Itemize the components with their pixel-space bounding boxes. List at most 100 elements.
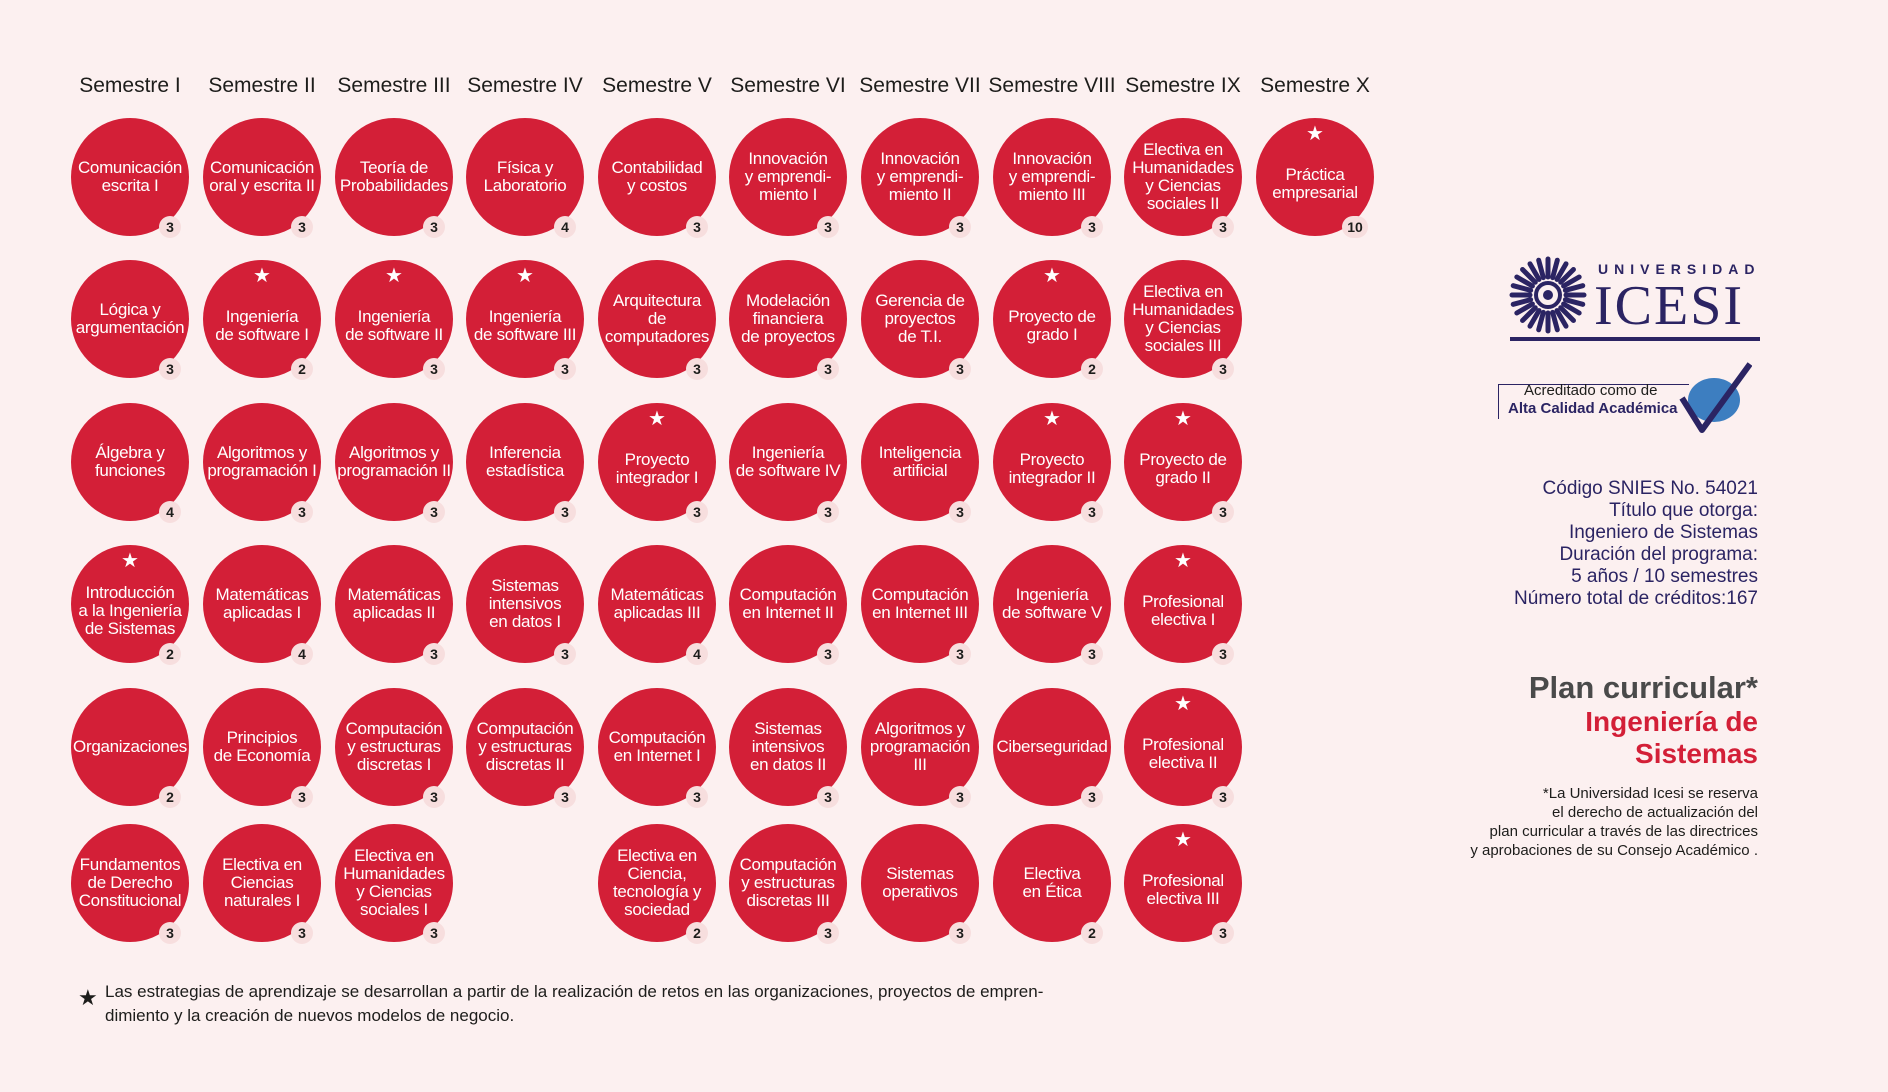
credit-badge: 4 bbox=[686, 643, 708, 665]
course-circle[interactable]: ★ Profesional electiva I 3 bbox=[1124, 545, 1242, 665]
credit-badge: 3 bbox=[817, 922, 839, 944]
course-circle[interactable]: ★ Práctica empresarial 10 bbox=[1256, 118, 1374, 238]
course-circle[interactable]: Electiva en Ciencia, tecnología y socied… bbox=[598, 824, 716, 944]
star-icon: ★ bbox=[78, 985, 98, 1010]
course-circle[interactable]: ★ Profesional electiva II 3 bbox=[1124, 688, 1242, 808]
course-circle[interactable]: Algoritmos y programación I 3 bbox=[203, 403, 321, 523]
course-circle[interactable]: ★ Ingeniería de software I 2 bbox=[203, 260, 321, 380]
course-circle[interactable]: Computación y estructuras discretas II 3 bbox=[466, 688, 584, 808]
course-circle[interactable]: Comunicación oral y escrita II 3 bbox=[203, 118, 321, 238]
course-name: Principios de Economía bbox=[213, 728, 311, 765]
checkmark-icon bbox=[1679, 362, 1752, 433]
course-circle[interactable]: Inteligencia artificial 3 bbox=[861, 403, 979, 523]
credit-badge: 3 bbox=[159, 358, 181, 380]
credit-badge: 3 bbox=[291, 501, 313, 523]
course-circle[interactable]: ★ Proyecto de grado I 2 bbox=[993, 260, 1111, 380]
course-circle[interactable]: Sistemas intensivos en datos II 3 bbox=[729, 688, 847, 808]
credit-badge: 3 bbox=[423, 786, 445, 808]
logo-emblem-icon bbox=[1509, 256, 1587, 334]
program-info: Código SNIES No. 54021 Título que otorga… bbox=[1514, 478, 1758, 610]
semester-header: Semestre IV bbox=[467, 74, 583, 97]
course-circle[interactable]: Arquitectura de computadores 3 bbox=[598, 260, 716, 380]
course-name: Computación y estructuras discretas III bbox=[739, 855, 837, 910]
credit-badge: 2 bbox=[1081, 922, 1103, 944]
credit-badge: 3 bbox=[817, 786, 839, 808]
course-name: Modelación financiera de proyectos bbox=[741, 291, 835, 346]
course-circle[interactable]: Computación en Internet III 3 bbox=[861, 545, 979, 665]
course-circle[interactable]: Computación y estructuras discretas III 3 bbox=[729, 824, 847, 944]
course-name: Algoritmos y programación III bbox=[869, 719, 971, 774]
course-name: Matemáticas aplicadas I bbox=[215, 585, 309, 622]
course-circle[interactable]: ★ Proyecto integrador II 3 bbox=[993, 403, 1111, 523]
course-circle[interactable]: Computación en Internet II 3 bbox=[729, 545, 847, 665]
credit-badge: 3 bbox=[1081, 786, 1103, 808]
course-circle[interactable]: ★ Introducción a la Ingeniería de Sistema… bbox=[71, 545, 189, 665]
course-circle[interactable]: Teoría de Probabilidades 3 bbox=[335, 118, 453, 238]
course-circle[interactable]: Álgebra y funciones 4 bbox=[71, 403, 189, 523]
course-name: Ingeniería de software V bbox=[1001, 585, 1103, 622]
course-circle[interactable]: Ingeniería de software IV 3 bbox=[729, 403, 847, 523]
course-circle[interactable]: Algoritmos y programación II 3 bbox=[335, 403, 453, 523]
credit-badge: 3 bbox=[1081, 501, 1103, 523]
semester-header: Semestre VIII bbox=[988, 74, 1116, 97]
course-circle[interactable]: Comunicación escrita I 3 bbox=[71, 118, 189, 238]
course-circle[interactable]: Ciberseguridad 3 bbox=[993, 688, 1111, 808]
course-circle[interactable]: Computación y estructuras discretas I 3 bbox=[335, 688, 453, 808]
credit-badge: 4 bbox=[291, 643, 313, 665]
course-circle[interactable]: ★ Profesional electiva III 3 bbox=[1124, 824, 1242, 944]
credit-badge: 2 bbox=[291, 358, 313, 380]
course-name: Ingeniería de software IV bbox=[735, 443, 841, 480]
course-circle[interactable]: Ingeniería de software V 3 bbox=[993, 545, 1111, 665]
course-name: Computación y estructuras discretas II bbox=[476, 719, 574, 774]
course-circle[interactable]: Lógica y argumentación 3 bbox=[71, 260, 189, 380]
course-circle[interactable]: Matemáticas aplicadas III 4 bbox=[598, 545, 716, 665]
credit-badge: 3 bbox=[423, 501, 445, 523]
course-circle[interactable]: Computación en Internet I 3 bbox=[598, 688, 716, 808]
credit-badge: 3 bbox=[1212, 643, 1234, 665]
course-circle[interactable]: Sistemas intensivos en datos I 3 bbox=[466, 545, 584, 665]
course-circle[interactable]: Electiva en Ética 2 bbox=[993, 824, 1111, 944]
course-name: Computación en Internet I bbox=[608, 728, 706, 765]
course-circle[interactable]: Sistemas operativos 3 bbox=[861, 824, 979, 944]
course-name: Proyecto de grado I bbox=[1008, 307, 1096, 344]
course-circle[interactable]: Gerencia de proyectos de T.I. 3 bbox=[861, 260, 979, 380]
course-circle[interactable]: Principios de Economía 3 bbox=[203, 688, 321, 808]
course-circle[interactable]: Innovación y emprendi- miento II 3 bbox=[861, 118, 979, 238]
credit-badge: 3 bbox=[949, 786, 971, 808]
course-circle[interactable]: Algoritmos y programación III 3 bbox=[861, 688, 979, 808]
credit-badge: 3 bbox=[817, 216, 839, 238]
star-icon: ★ bbox=[1174, 550, 1192, 572]
footnote: Las estrategias de aprendizaje se desarr… bbox=[105, 982, 1044, 1025]
course-circle[interactable]: Contabilidad y costos 3 bbox=[598, 118, 716, 238]
credit-badge: 3 bbox=[949, 922, 971, 944]
course-circle[interactable]: ★ Proyecto integrador I 3 bbox=[598, 403, 716, 523]
course-name: Profesional electiva I bbox=[1142, 592, 1224, 629]
course-circle[interactable]: ★ Proyecto de grado II 3 bbox=[1124, 403, 1242, 523]
course-circle[interactable]: Electiva en Humanidades y Ciencias socia… bbox=[335, 824, 453, 944]
credit-badge: 3 bbox=[291, 922, 313, 944]
course-circle[interactable]: Fundamentos de Derecho Constitucional 3 bbox=[71, 824, 189, 944]
star-icon: ★ bbox=[516, 265, 534, 287]
credit-badge: 3 bbox=[159, 922, 181, 944]
star-icon: ★ bbox=[1043, 408, 1061, 430]
course-name: Electiva en Ética bbox=[1022, 864, 1082, 901]
course-circle[interactable]: Organizaciones 2 bbox=[71, 688, 189, 808]
course-name: Sistemas intensivos en datos I bbox=[488, 576, 562, 631]
course-circle[interactable]: Electiva en Humanidades y Ciencias socia… bbox=[1124, 260, 1242, 380]
course-name: Innovación y emprendi- miento III bbox=[1008, 149, 1096, 204]
course-circle[interactable]: Electiva en Ciencias naturales I 3 bbox=[203, 824, 321, 944]
credit-badge: 3 bbox=[554, 358, 576, 380]
course-circle[interactable]: Innovación y emprendi- miento III 3 bbox=[993, 118, 1111, 238]
course-circle[interactable]: Matemáticas aplicadas I 4 bbox=[203, 545, 321, 665]
course-circle[interactable]: Física y Laboratorio 4 bbox=[466, 118, 584, 238]
course-circle[interactable]: Modelación financiera de proyectos 3 bbox=[729, 260, 847, 380]
logo-main-word: ICESI bbox=[1594, 275, 1744, 337]
credit-badge: 3 bbox=[291, 786, 313, 808]
course-circle[interactable]: ★ Ingeniería de software II 3 bbox=[335, 260, 453, 380]
course-circle[interactable]: Inferencia estadística 3 bbox=[466, 403, 584, 523]
course-circle[interactable]: Innovación y emprendi- miento I 3 bbox=[729, 118, 847, 238]
course-name: Sistemas operativos bbox=[882, 864, 958, 901]
course-circle[interactable]: ★ Ingeniería de software III 3 bbox=[466, 260, 584, 380]
course-circle[interactable]: Matemáticas aplicadas II 3 bbox=[335, 545, 453, 665]
course-circle[interactable]: Electiva en Humanidades y Ciencias socia… bbox=[1124, 118, 1242, 238]
